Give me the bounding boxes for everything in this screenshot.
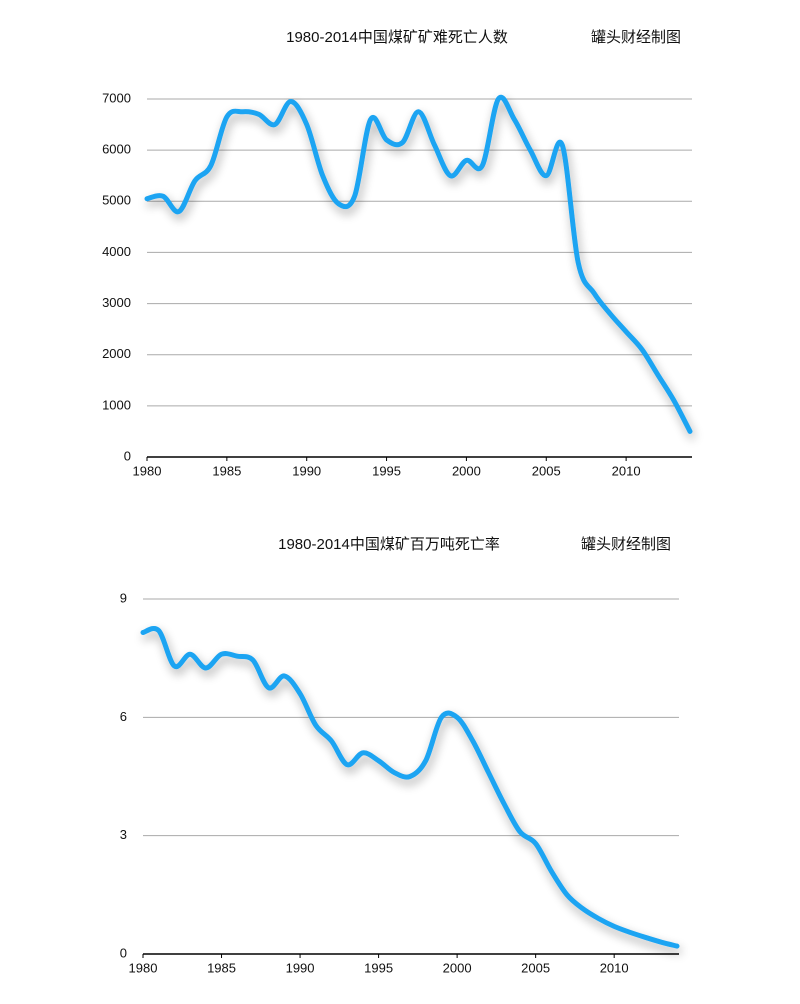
y-tick-label: 6000 <box>102 142 131 157</box>
annotation: 罐头财经制图 <box>591 29 681 46</box>
y-tick-label: 9 <box>120 590 127 605</box>
x-tick-label: 1980 <box>129 960 158 975</box>
y-tick-label: 0 <box>120 945 127 960</box>
x-tick-label: 2000 <box>452 463 481 478</box>
y-tick-label: 3000 <box>102 295 131 310</box>
y-tick-label: 1000 <box>102 397 131 412</box>
y-tick-label: 5000 <box>102 193 131 208</box>
x-tick-label: 1990 <box>286 960 315 975</box>
y-tick-label: 2000 <box>102 346 131 361</box>
chart-title: 1980-2014中国煤矿百万吨死亡率 <box>278 536 500 553</box>
data-line <box>140 625 680 949</box>
x-tick-label: 1985 <box>212 463 241 478</box>
x-tick-label: 2010 <box>600 960 629 975</box>
x-tick-label: 1985 <box>207 960 236 975</box>
y-tick-label: 0 <box>124 448 131 463</box>
x-tick-label: 2000 <box>443 960 472 975</box>
y-tick-label: 3 <box>120 827 127 842</box>
x-tick-label: 1995 <box>364 960 393 975</box>
x-tick-label: 1990 <box>292 463 321 478</box>
x-tick-label: 1980 <box>133 463 162 478</box>
y-tick-label: 7000 <box>102 90 131 105</box>
data-line <box>144 94 693 434</box>
x-tick-label: 2005 <box>521 960 550 975</box>
x-tick-label: 2010 <box>612 463 641 478</box>
y-tick-label: 4000 <box>102 244 131 259</box>
x-tick-label: 2005 <box>532 463 561 478</box>
chart-title: 1980-2014中国煤矿矿难死亡人数 <box>286 29 508 46</box>
x-tick-label: 1995 <box>372 463 401 478</box>
y-tick-label: 6 <box>120 709 127 724</box>
annotation: 罐头财经制图 <box>581 536 671 553</box>
